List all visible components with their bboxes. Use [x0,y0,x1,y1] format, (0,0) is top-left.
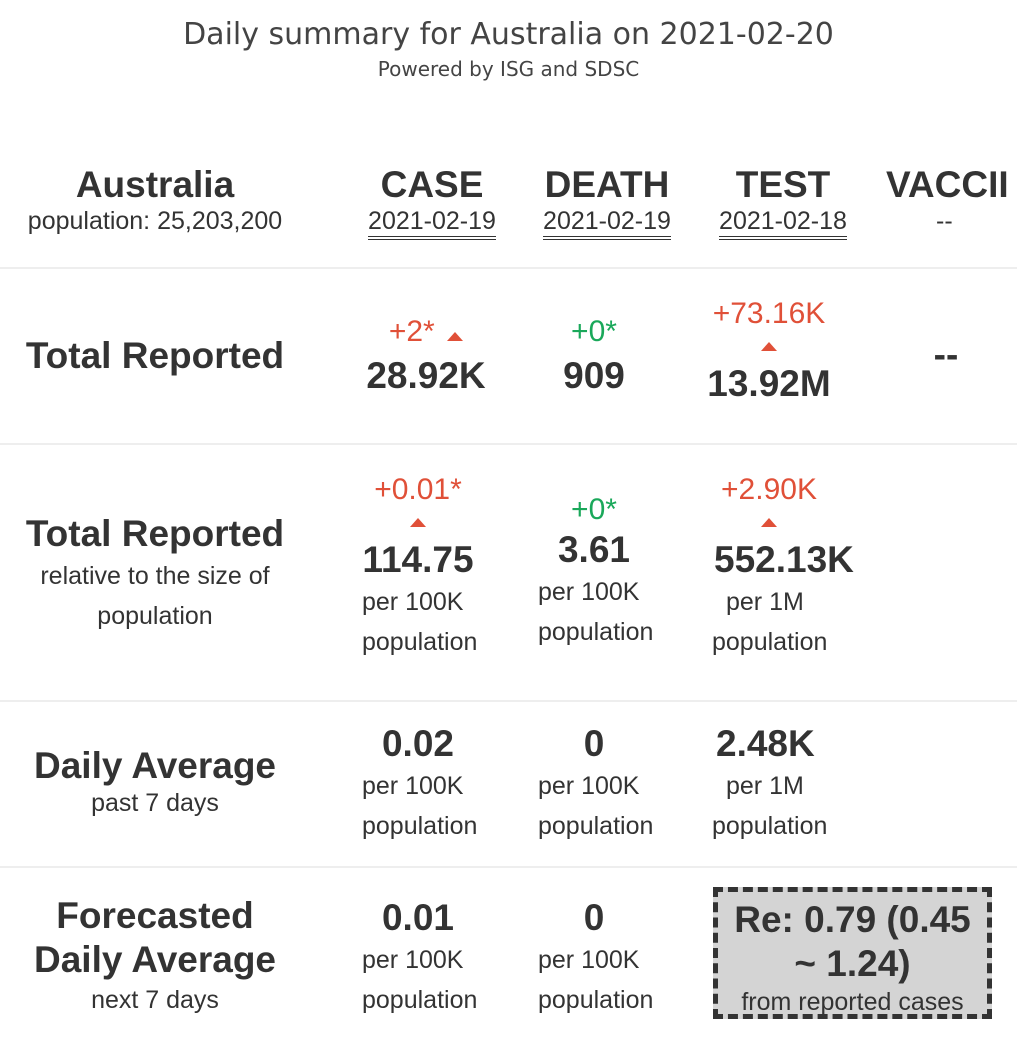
column-header-test: TEST 2021-02-18 [697,164,869,240]
forecast-case-value: 0.01 [381,897,454,938]
daily-case-unit2: population [362,812,478,840]
increase-arrow-icon [410,518,426,528]
relative-death-unit2: population [538,618,654,646]
relative-sub-line1: relative to the size of [40,562,270,590]
page-subtitle: Powered by ISG and SDSC [377,57,640,81]
relative-death-delta: +0* [571,493,617,526]
total-test-delta: +73.16K [712,297,826,330]
relative-reported-label: Total Reported [25,513,285,554]
relative-case-cell: +0.01* 114.75 per 100K population [340,472,496,662]
page-title: Daily summary for Australia on 2021-02-2… [183,17,834,52]
total-case-cell: +2* 28.92K [340,314,512,398]
total-death-cell: +0* 909 [508,314,680,398]
daily-death-unit1: per 100K [538,772,640,800]
forecast-case-unit1: per 100K [362,946,464,974]
column-header-death: DEATH 2021-02-19 [521,164,693,240]
forecast-death-unit2: population [538,986,654,1014]
daily-death-value: 0 [583,723,605,764]
row-divider [0,700,1017,702]
total-vaccine-cell: -- [906,334,986,376]
column-header-vaccine: VACCII -- [886,164,1017,236]
relative-test-cell: +2.90K 552.13K per 1M population [694,472,854,662]
relative-test-unit2: population [712,628,828,656]
daily-case-value: 0.02 [381,723,454,764]
daily-test-value: 2.48K [716,723,815,764]
daily-average-sub: past 7 days [91,789,219,817]
relative-sub-line2: population [97,602,213,630]
forecast-case-unit2: population [362,986,478,1014]
daily-test-unit1: per 1M [726,772,804,800]
forecast-case-cell: 0.01 per 100K population [340,896,496,1020]
row-divider [0,443,1017,445]
relative-case-unit1: per 100K [362,588,464,616]
forecast-label-line1: Forecasted [56,895,254,936]
daily-death-unit2: population [538,812,654,840]
case-column-label: CASE [380,164,484,205]
death-date-link[interactable]: 2021-02-19 [543,206,671,240]
column-header-case: CASE 2021-02-19 [346,164,518,240]
increase-arrow-icon [447,332,464,342]
forecast-death-value: 0 [583,897,605,938]
total-test-cell: +73.16K 13.92M [694,296,844,406]
total-vaccine-value: -- [933,334,959,375]
relative-test-value: 552.13K [714,539,854,580]
daily-test-cell: 2.48K per 1M population [694,722,844,846]
row-label-daily: Daily Average past 7 days [0,744,310,818]
total-death-value: 909 [563,355,625,396]
forecast-death-unit1: per 100K [538,946,640,974]
re-source: from reported cases [741,988,964,1016]
relative-case-unit2: population [362,628,478,656]
vaccine-column-label: VACCII [886,164,1009,205]
relative-death-value: 3.61 [557,529,630,570]
forecast-death-cell: 0 per 100K population [516,896,672,1020]
test-column-label: TEST [735,164,831,205]
row-label-relative: Total Reported relative to the size of p… [0,512,310,636]
re-estimate-box: Re: 0.79 (0.45 ~ 1.24) from reported cas… [713,887,992,1019]
relative-death-cell: +0* 3.61 per 100K population [516,492,672,652]
daily-death-cell: 0 per 100K population [516,722,672,846]
relative-death-unit1: per 100K [538,578,640,606]
total-case-value: 28.92K [366,355,486,396]
total-reported-label: Total Reported [25,335,285,376]
total-death-delta: +0* [571,315,617,348]
increase-arrow-icon [761,518,777,528]
row-divider [0,267,1017,269]
region-population: population: 25,203,200 [27,207,283,235]
forecast-sub: next 7 days [91,986,219,1014]
relative-test-unit1: per 1M [726,588,804,616]
daily-average-label: Daily Average [34,745,276,786]
row-label-total: Total Reported [0,334,310,378]
daily-test-unit2: population [712,812,828,840]
relative-test-delta: +2.90K [721,473,817,506]
case-date-link[interactable]: 2021-02-19 [368,206,496,240]
row-label-forecast: Forecasted Daily Average next 7 days [0,894,310,1018]
daily-case-cell: 0.02 per 100K population [340,722,496,846]
row-divider [0,866,1017,868]
relative-case-value: 114.75 [362,539,474,580]
death-column-label: DEATH [544,164,670,205]
total-case-delta: +2* [388,315,435,348]
increase-arrow-icon [761,342,777,352]
test-date-link[interactable]: 2021-02-18 [719,206,847,240]
relative-case-delta: +0.01* [374,473,462,506]
total-test-value: 13.92M [707,363,831,404]
daily-case-unit1: per 100K [362,772,464,800]
page-header: Daily summary for Australia on 2021-02-2… [0,14,1017,82]
vaccine-date: -- [936,207,953,235]
forecast-label-line2: Daily Average [34,939,276,980]
region-header: Australia population: 25,203,200 [0,164,310,236]
re-value: Re: 0.79 (0.45 ~ 1.24) [734,899,971,984]
region-name: Australia [75,164,235,205]
